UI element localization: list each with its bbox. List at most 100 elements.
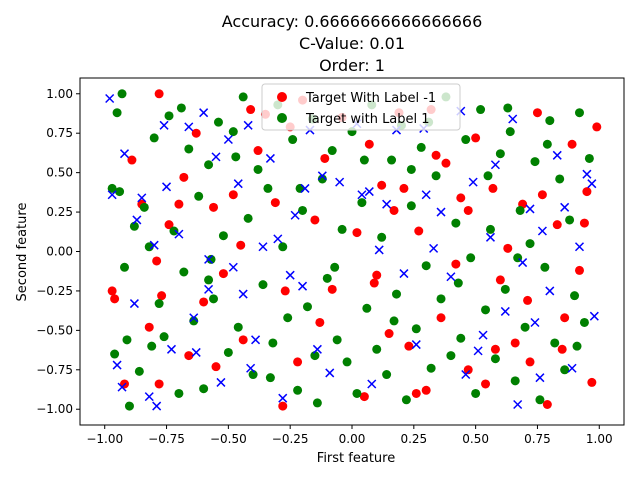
scatter-point-series-1	[382, 370, 392, 380]
scatter-point-series-1	[337, 224, 347, 234]
scatter-point-series-0	[253, 146, 263, 156]
scatter-point-x-marker	[204, 254, 214, 264]
y-tick-label: −1.00	[36, 402, 73, 416]
scatter-point-series-1	[401, 395, 411, 405]
scatter-point-x-marker	[485, 232, 496, 242]
scatter-point-series-0	[236, 240, 246, 250]
scatter-point-series-0	[567, 139, 577, 149]
scatter-point-series-1	[503, 103, 513, 113]
scatter-point-x-marker	[508, 114, 518, 124]
scatter-point-series-1	[453, 278, 463, 288]
scatter-point-x-marker	[251, 335, 261, 345]
scatter-point-x-marker	[137, 193, 147, 203]
scatter-point-series-1	[332, 335, 342, 345]
scatter-point-series-1	[542, 139, 552, 149]
scatter-point-series-0	[310, 215, 320, 225]
scatter-point-series-1	[223, 347, 233, 357]
y-tick-label: 0.75	[46, 126, 73, 140]
scatter-point-series-1	[122, 335, 132, 345]
scatter-point-series-1	[565, 215, 575, 225]
scatter-point-series-1	[317, 174, 327, 184]
scatter-point-series-1	[572, 341, 582, 351]
scatter-point-series-1	[288, 135, 298, 145]
scatter-point-series-1	[485, 224, 495, 234]
x-tick-label: −0.75	[148, 432, 185, 446]
scatter-point-x-marker	[589, 311, 599, 321]
scatter-point-series-1	[510, 376, 520, 386]
scatter-point-series-0	[218, 269, 228, 279]
scatter-point-x-marker	[233, 179, 243, 189]
legend: Target With Label -1 Target with Label 1	[261, 83, 461, 131]
scatter-point-series-0	[238, 335, 248, 345]
scatter-point-series-0	[359, 392, 369, 402]
scatter-point-x-marker	[518, 258, 528, 268]
scatter-point-x-marker	[421, 190, 431, 200]
y-tick-label: −0.75	[36, 363, 73, 377]
scatter-point-series-1	[555, 174, 565, 184]
scatter-point-x-marker	[357, 190, 367, 200]
x-tick-label: −0.25	[272, 432, 309, 446]
scatter-point-series-0	[352, 228, 362, 238]
scatter-point-x-marker	[211, 152, 221, 162]
scatter-point-series-0	[372, 270, 382, 280]
scatter-point-series-1	[431, 171, 441, 181]
legend-marker-label-neg1	[277, 92, 287, 102]
scatter-point-series-1	[209, 294, 219, 304]
scatter-point-series-1	[231, 152, 241, 162]
scatter-point-x-marker	[478, 330, 488, 340]
scatter-point-series-1	[545, 116, 555, 126]
legend-label-neg1: Target With Label -1	[305, 91, 436, 106]
scatter-point-series-0	[327, 284, 337, 294]
scatter-point-series-1	[228, 127, 238, 137]
scatter-point-x-marker	[107, 190, 117, 200]
scatter-point-series-0	[532, 108, 542, 118]
scatter-point-x-marker	[513, 399, 523, 410]
scatter-point-series-0	[537, 190, 547, 200]
y-tick-label: 0.00	[46, 245, 73, 259]
scatter-point-series-1	[436, 294, 446, 304]
scatter-point-series-1	[310, 351, 320, 361]
scatter-point-series-1	[147, 341, 157, 351]
scatter-point-series-0	[144, 322, 154, 332]
scatter-point-series-1	[446, 351, 456, 361]
scatter-point-x-marker	[258, 242, 268, 252]
scatter-point-series-1	[194, 191, 204, 201]
scatter-point-x-marker	[132, 215, 142, 225]
scatter-point-series-1	[213, 117, 223, 127]
scatter-point-x-marker	[216, 377, 226, 387]
scatter-point-x-marker	[300, 183, 310, 193]
scatter-point-series-1	[298, 205, 308, 215]
scatter-point-x-marker	[560, 202, 570, 212]
scatter-point-series-1	[466, 253, 476, 263]
scatter-point-series-0	[488, 183, 498, 193]
scatter-point-x-marker	[105, 93, 115, 104]
scatter-point-series-1	[258, 280, 268, 290]
scatter-point-x-marker	[335, 177, 345, 187]
scatter-point-series-0	[495, 275, 505, 285]
scatter-point-series-1	[278, 242, 288, 252]
scatter-point-series-0	[199, 297, 209, 307]
scatter-point-series-1	[540, 262, 550, 272]
scatter-point-series-0	[579, 218, 589, 228]
scatter-point-series-1	[206, 254, 216, 264]
scatter-point-series-0	[404, 341, 414, 351]
scatter-point-series-0	[421, 385, 431, 395]
y-tick-label: −0.25	[36, 284, 73, 298]
scatter-point-series-0	[431, 150, 441, 160]
x-tick-label: 0.25	[400, 432, 427, 446]
scatter-point-series-1	[149, 133, 159, 143]
scatter-point-x-marker	[238, 289, 248, 299]
scatter-point-x-marker	[285, 270, 295, 280]
scatter-point-series-1	[233, 322, 243, 332]
scatter-point-x-marker	[228, 262, 238, 272]
scatter-point-series-1	[295, 183, 305, 193]
scatter-point-series-1	[500, 284, 510, 294]
scatter-point-x-marker	[545, 286, 555, 296]
scatter-point-series-1	[169, 226, 179, 236]
scatter-point-series-0	[411, 388, 421, 398]
scatter-point-x-marker	[490, 160, 500, 170]
scatter-point-series-0	[481, 379, 491, 389]
scatter-point-series-1	[164, 111, 174, 121]
scatter-point-series-0	[211, 362, 221, 372]
